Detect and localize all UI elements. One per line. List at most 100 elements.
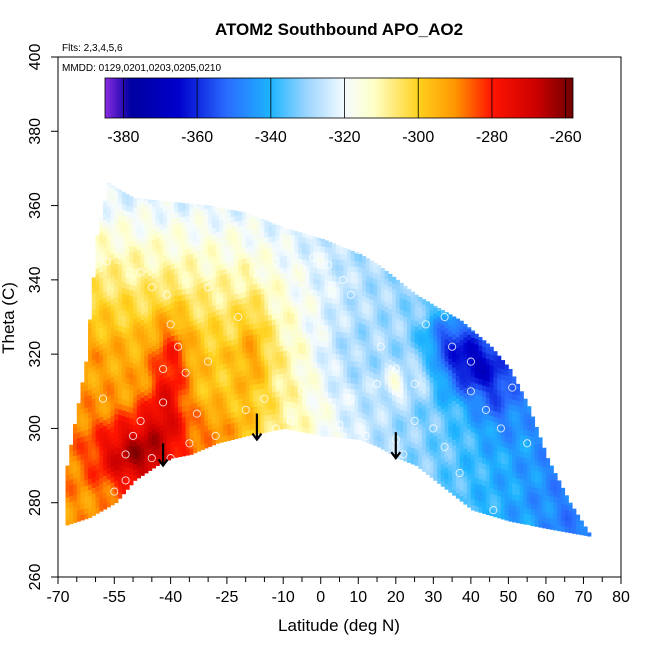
- heatmap-cell: [530, 436, 536, 443]
- heatmap-cell: [286, 423, 292, 430]
- heatmap-cell: [437, 321, 442, 328]
- heatmap-cell: [249, 412, 254, 419]
- heatmap-cell: [73, 433, 78, 440]
- heatmap-cell: [549, 479, 554, 486]
- sample-point: [147, 454, 156, 463]
- heatmap-cell: [429, 444, 434, 450]
- heatmap-cell: [219, 225, 224, 232]
- heatmap-cell: [253, 328, 258, 335]
- heatmap-cell: [437, 344, 442, 351]
- heatmap-cell: [189, 287, 194, 294]
- heatmap-cell: [268, 264, 273, 271]
- heatmap-cell: [388, 409, 393, 416]
- heatmap-cell: [185, 332, 190, 339]
- heatmap-cell: [527, 502, 532, 509]
- heatmap-cell: [407, 418, 412, 424]
- heatmap-cell: [384, 384, 389, 391]
- heatmap-cell: [283, 244, 288, 251]
- heatmap-cell: [219, 303, 224, 310]
- heatmap-cell: [125, 294, 130, 301]
- heatmap-cell: [88, 361, 93, 368]
- heatmap-cell: [395, 296, 400, 303]
- heatmap-cell: [290, 246, 295, 253]
- heatmap-cell: [482, 496, 487, 503]
- heatmap-cell: [121, 192, 126, 199]
- heatmap-cell: [118, 453, 123, 460]
- heatmap-cell: [275, 363, 280, 370]
- heatmap-cell: [316, 384, 322, 391]
- heatmap-cell: [542, 447, 547, 451]
- heatmap-cell: [114, 447, 119, 453]
- heatmap-cell: [185, 366, 190, 372]
- heatmap-cell: [362, 312, 367, 319]
- heatmap-cell: [290, 396, 295, 403]
- heatmap-cell: [523, 496, 528, 503]
- heatmap-cell: [181, 428, 187, 435]
- heatmap-cell: [275, 251, 280, 258]
- heatmap-cell: [211, 272, 217, 279]
- heatmap-cell: [290, 351, 295, 358]
- heatmap-cell: [324, 358, 329, 365]
- heatmap-cell: [106, 233, 111, 240]
- heatmap-cell: [245, 318, 250, 325]
- heatmap-cell: [294, 269, 299, 276]
- heatmap-cell: [515, 433, 521, 440]
- heatmap-cell: [144, 244, 149, 251]
- heatmap-cell: [208, 385, 213, 392]
- heatmap-cell: [294, 347, 299, 354]
- heatmap-cell: [452, 489, 457, 496]
- heatmap-cell: [91, 277, 96, 282]
- heatmap-cell: [362, 351, 367, 358]
- heatmap-cell: [463, 426, 468, 433]
- heatmap-cell: [448, 386, 453, 393]
- heatmap-cell: [253, 406, 258, 413]
- heatmap-cell: [185, 315, 190, 322]
- heatmap-cell: [238, 265, 243, 271]
- heatmap-cell: [298, 331, 303, 338]
- heatmap-cell: [275, 346, 280, 353]
- y-tick-label: 320: [27, 341, 44, 368]
- heatmap-cell: [189, 320, 194, 327]
- heatmap-cell: [429, 349, 434, 356]
- heatmap-cell: [388, 292, 393, 299]
- heatmap-cell: [193, 346, 198, 353]
- heatmap-cell: [114, 408, 119, 414]
- heatmap-cell: [121, 298, 126, 305]
- heatmap-cell: [448, 464, 453, 471]
- heatmap-cell: [444, 312, 449, 318]
- heatmap-cell: [362, 346, 367, 353]
- heatmap-cell: [553, 524, 558, 531]
- heatmap-cell: [163, 417, 168, 424]
- heatmap-cell: [440, 347, 445, 354]
- heatmap-cell: [249, 423, 254, 430]
- heatmap-cell: [515, 483, 521, 490]
- heatmap-cell: [519, 451, 524, 458]
- heatmap-cell: [392, 372, 397, 379]
- heatmap-cell: [365, 381, 370, 388]
- heatmap-cell: [121, 254, 126, 261]
- heatmap-cell: [230, 239, 235, 245]
- heatmap-cell: [264, 281, 269, 288]
- heatmap-cell: [474, 360, 479, 367]
- heatmap-cell: [253, 417, 258, 424]
- heatmap-cell: [106, 194, 111, 201]
- heatmap-cell: [88, 319, 93, 323]
- heatmap-cell: [223, 346, 228, 353]
- heatmap-cell: [110, 281, 115, 288]
- heatmap-cell: [230, 255, 235, 262]
- heatmap-cell: [455, 409, 460, 416]
- heatmap-cell: [230, 328, 235, 335]
- heatmap-cell: [234, 288, 239, 295]
- heatmap-cell: [129, 196, 134, 202]
- heatmap-cell: [118, 280, 123, 287]
- heatmap-cell: [178, 356, 183, 363]
- heatmap-cell: [200, 338, 205, 345]
- heatmap-cell: [181, 338, 187, 345]
- sample-point: [121, 476, 130, 485]
- heatmap-cell: [223, 419, 228, 426]
- heatmap-cell: [136, 466, 141, 473]
- heatmap-cell: [309, 416, 314, 423]
- heatmap-cell: [204, 253, 209, 260]
- heatmap-cell: [324, 330, 329, 337]
- heatmap-cell: [118, 258, 123, 265]
